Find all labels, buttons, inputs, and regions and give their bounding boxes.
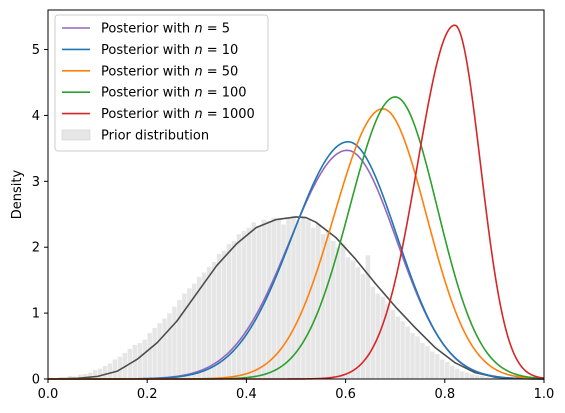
prior-hist-bar [345, 256, 351, 380]
prior-hist-bar [444, 361, 450, 380]
prior-hist-bar [266, 220, 272, 380]
legend-label-prior: Prior distribution [101, 129, 209, 144]
prior-hist-bar [246, 227, 252, 380]
x-tick-label: 0.0 [38, 387, 59, 402]
prior-hist-bar [380, 296, 386, 380]
legend-box [54, 14, 269, 152]
legend: Posterior with n = 5 Posterior with n = 1… [54, 14, 269, 152]
prior-hist-bar [390, 309, 396, 380]
prior-hist-bar [176, 299, 183, 380]
x-axis: 0.0 0.2 0.4 0.6 0.8 1.0 [38, 379, 555, 402]
prior-hist-bar [399, 320, 406, 380]
y-tick-label: 4 [32, 109, 40, 124]
prior-hist-bar [310, 227, 317, 380]
legend-label-n-100: Posterior with n = 100 [101, 86, 247, 101]
y-tick-label: 3 [32, 175, 40, 190]
prior-hist-bar [146, 332, 153, 380]
prior-hist-bar [92, 369, 98, 380]
x-tick-label: 0.2 [137, 387, 158, 402]
prior-hist-bar [295, 220, 302, 380]
prior-hist-bar [434, 353, 441, 380]
prior-hist-bar [236, 233, 242, 380]
prior-hist-bar [474, 374, 480, 380]
prior-line [47, 216, 545, 380]
prior-hist-bar [206, 266, 212, 380]
prior-hist-bar [355, 266, 361, 380]
prior-hist-bar [201, 272, 207, 380]
prior-hist-bar [226, 243, 232, 380]
x-tick-label: 0.4 [236, 387, 257, 402]
prior-hist-bar [370, 286, 376, 380]
prior-hist-bar [166, 312, 173, 380]
prior-hist-bar [340, 243, 346, 380]
prior-hist-bar [256, 225, 262, 380]
prior-hist-bar [350, 260, 356, 380]
prior-hist-bar [102, 365, 108, 380]
plot-area [47, 9, 545, 380]
prior-hist-bar [231, 240, 237, 380]
prior-hist-bar [429, 351, 436, 380]
prior-hist-bar [335, 247, 341, 380]
prior-hist-bar [107, 362, 113, 380]
prior-hist-bar [211, 261, 217, 380]
prior-hist-bar [404, 326, 411, 380]
x-tick-label: 0.8 [434, 387, 455, 402]
legend-swatch-prior [61, 129, 91, 141]
prior-hist-bar [459, 370, 465, 380]
prior-hist-bar [151, 327, 158, 380]
prior-hist-bar [181, 293, 188, 380]
prior-hist-bar [300, 216, 307, 380]
prior-hist-bar [449, 365, 455, 380]
prior-histogram [47, 215, 510, 380]
legend-label-n-50: Posterior with n = 50 [101, 64, 238, 79]
prior-hist-bar [112, 359, 118, 380]
prior-hist-bar [464, 372, 470, 380]
prior-hist-bar [409, 332, 416, 380]
prior-hist-bar [161, 318, 168, 380]
prior-hist-bar [439, 359, 445, 380]
legend-label-n-10: Posterior with n = 10 [101, 43, 238, 58]
prior-hist-bar [171, 306, 178, 380]
axes-frame [47, 9, 545, 380]
y-tick-label: 2 [32, 241, 40, 256]
prior-hist-bar [325, 230, 331, 380]
legend-label-n-5: Posterior with n = 5 [101, 22, 230, 37]
y-axis-label: Density [10, 169, 25, 219]
x-tick-label: 0.6 [335, 387, 356, 402]
prior-hist-bar [315, 223, 321, 380]
legend-label-n-1000: Posterior with n = 1000 [101, 107, 255, 122]
prior-hist-bar [424, 345, 431, 380]
prior-hist-bar [241, 230, 247, 380]
y-tick-label: 1 [32, 307, 40, 322]
prior-hist-bar [454, 368, 460, 380]
y-axis: 0 1 2 3 4 5 [32, 43, 48, 388]
prior-hist-bar [280, 223, 287, 380]
prior-hist-bar [97, 368, 103, 380]
prior-hist-bar [137, 342, 143, 380]
prior-hist-bar [156, 322, 163, 380]
prior-hist-bar [469, 373, 475, 380]
y-tick-label: 5 [32, 43, 40, 58]
prior-hist-bar [142, 339, 148, 380]
prior-hist-bar [251, 221, 257, 380]
x-tick-label: 1.0 [534, 387, 555, 402]
prior-density-line [47, 216, 545, 380]
prior-hist-bar [395, 316, 401, 380]
prior-hist-bar [414, 335, 421, 380]
y-tick-label: 0 [32, 373, 40, 388]
prior-hist-bar [419, 342, 426, 380]
